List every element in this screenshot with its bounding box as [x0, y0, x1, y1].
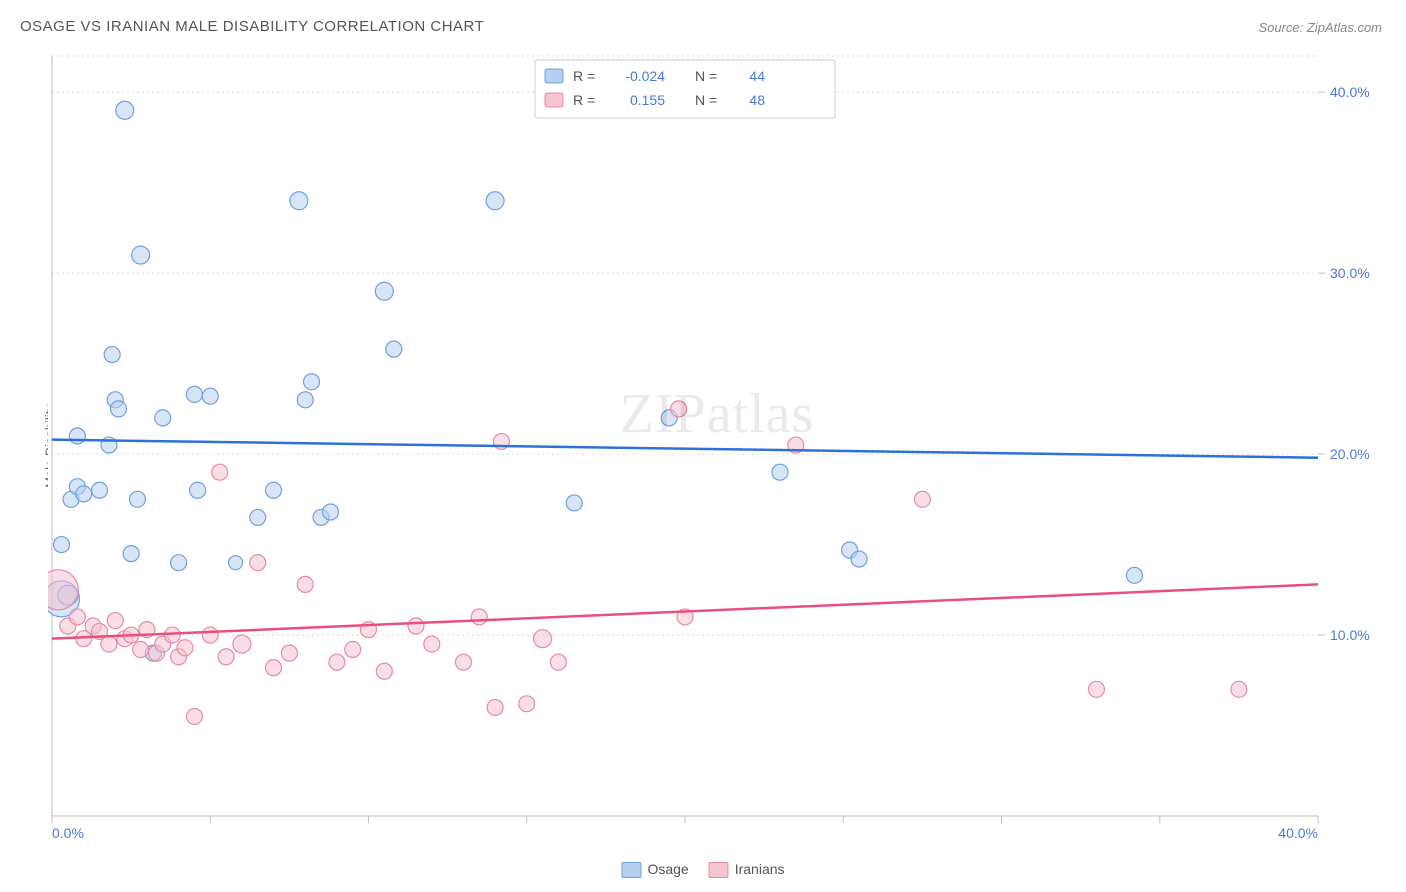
source-label: Source: ZipAtlas.com: [1258, 20, 1382, 35]
svg-text:N =: N =: [695, 68, 717, 84]
scatter-chart-svg: 0.0% 40.0% 10.0% 20.0% 30.0% 40.0% R = -0.024 N …: [48, 48, 1386, 844]
legend-bottom: Osage Iranians: [621, 861, 784, 878]
svg-text:R =: R =: [573, 68, 595, 84]
chart-title: OSAGE VS IRANIAN MALE DISABILITY CORRELA…: [20, 18, 484, 35]
svg-text:40.0%: 40.0%: [1278, 825, 1318, 841]
svg-text:-0.024: -0.024: [625, 68, 665, 84]
svg-text:48: 48: [749, 92, 765, 108]
legend-swatch: [621, 862, 641, 878]
svg-text:44: 44: [749, 68, 765, 84]
svg-text:20.0%: 20.0%: [1330, 446, 1370, 462]
legend-label: Iranians: [735, 861, 785, 877]
svg-text:30.0%: 30.0%: [1330, 265, 1370, 281]
svg-text:R =: R =: [573, 92, 595, 108]
legend-item: Iranians: [709, 861, 785, 878]
svg-text:N =: N =: [695, 92, 717, 108]
svg-text:40.0%: 40.0%: [1330, 84, 1370, 100]
legend-item: Osage: [621, 861, 688, 878]
chart-region: 0.0% 40.0% 10.0% 20.0% 30.0% 40.0% R = -0.024 N …: [48, 48, 1386, 844]
legend-swatch: [709, 862, 729, 878]
legend-label: Osage: [647, 861, 688, 877]
svg-text:0.0%: 0.0%: [52, 825, 84, 841]
svg-text:0.155: 0.155: [630, 92, 665, 108]
svg-text:10.0%: 10.0%: [1330, 627, 1370, 643]
